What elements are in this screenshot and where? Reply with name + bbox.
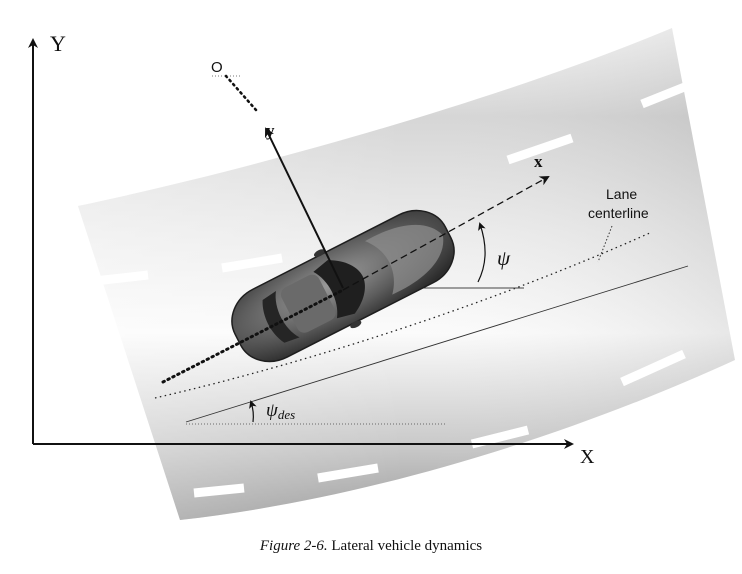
figure-title: Lateral vehicle dynamics	[331, 538, 483, 554]
lane-label-line2: centerline	[588, 205, 649, 221]
desired-heading-subscript: des	[278, 407, 295, 422]
vehicle-rear-window	[262, 290, 300, 343]
lane-dash	[620, 349, 686, 387]
global-axes: Y X	[28, 31, 595, 468]
lane-dashes-lower	[193, 349, 686, 498]
body-y-label: y	[266, 121, 275, 140]
vehicle-windshield	[313, 260, 365, 319]
lane-dash	[506, 133, 574, 165]
lane-label-line1: Lane	[606, 186, 637, 202]
lane-dash	[470, 425, 530, 449]
global-y-label: Y	[50, 31, 66, 56]
lane-centerline	[154, 231, 653, 399]
figure-number: Figure 2-6.	[259, 538, 328, 554]
figure-caption: Figure 2-6. Lateral vehicle dynamics	[0, 538, 742, 555]
desired-heading-arc	[249, 400, 257, 423]
heading-angle-arc	[477, 222, 486, 283]
vehicle-mirror-left	[313, 249, 326, 257]
lane-dashes-upper	[85, 75, 704, 287]
lane-dash	[85, 270, 149, 287]
vehicle-mirror-right	[350, 320, 362, 329]
desired-heading-symbol: ψ	[266, 400, 279, 421]
radius-to-origin	[224, 74, 258, 112]
lane-label-leader	[597, 225, 613, 263]
origin-label: O	[211, 59, 223, 76]
lane-dash	[193, 483, 245, 498]
lane-dash	[640, 75, 704, 109]
road-tangent-line	[185, 265, 689, 423]
vehicle-hood-highlight	[365, 224, 444, 295]
global-x-label: X	[580, 446, 595, 468]
vehicle-roof	[280, 274, 336, 333]
body-x-label: x	[534, 152, 543, 171]
body-y-axis	[264, 127, 344, 289]
lane-dash	[221, 253, 283, 273]
body-x-axis	[342, 176, 550, 291]
lane-dash	[317, 463, 379, 483]
body-x-axis-rear	[161, 288, 345, 384]
heading-angle-label: ψ	[497, 246, 511, 270]
desired-heading-label: ψdes	[266, 400, 295, 422]
